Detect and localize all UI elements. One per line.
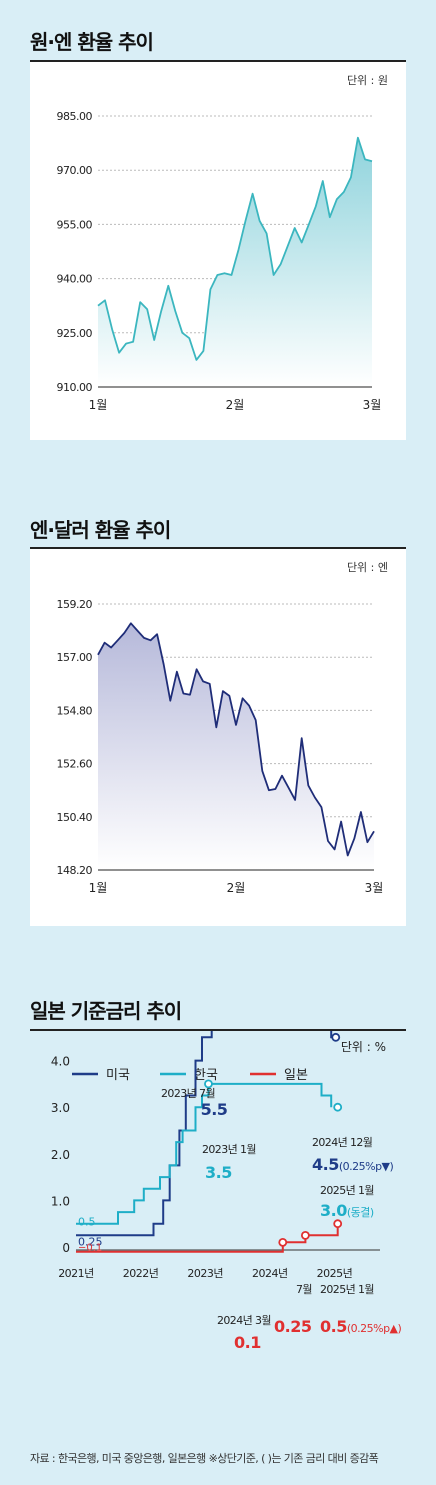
y-tick-label: 910.00 xyxy=(57,381,93,394)
y-tick-label: 150.40 xyxy=(57,811,93,824)
y-tick-label: 0 xyxy=(62,1241,70,1255)
series-line xyxy=(97,622,375,857)
y-tick-label: 148.20 xyxy=(57,864,93,877)
y-tick-label: 4.0 xyxy=(51,1055,70,1069)
y-tick-label: 925.00 xyxy=(57,327,93,340)
yen-dollar-chart: 단위 : 엔 148.20 150.40 152.60 154.80 157.00 159.… xyxy=(57,561,389,895)
legend-label: 일본 xyxy=(284,1068,308,1083)
x-tick-label: 2025년 xyxy=(317,1267,353,1280)
x-tick-label: 2021년 xyxy=(58,1267,94,1280)
yen-dollar-title: 엔·달러 환율 추이 xyxy=(30,518,171,542)
y-tick-label: 940.00 xyxy=(57,273,93,286)
annotation-japan-hike2-value: 0.25 xyxy=(274,1317,312,1336)
start-label-korea: 0.5 xyxy=(78,1216,96,1229)
x-tick-label: 2022년 xyxy=(123,1267,159,1280)
x-tick-label: 3월 xyxy=(365,881,384,895)
x-tick-label: 1월 xyxy=(89,398,108,412)
marker-korea-latest xyxy=(333,1102,343,1112)
won-yen-panel: 단위 : 원 910.00 925.00 940.00 955.00 970.00 985.… xyxy=(30,62,406,440)
y-tick-label: 3.0 xyxy=(51,1101,70,1115)
x-tick-label: 3월 xyxy=(363,398,382,412)
annotation-us-latest-note: (0.25%p▼) xyxy=(339,1160,394,1173)
y-tick-label: 157.00 xyxy=(57,651,93,664)
y-tick-label: 985.00 xyxy=(57,110,93,123)
marker-japan-hike2 xyxy=(300,1230,310,1240)
area-fill xyxy=(98,623,374,870)
legend-label: 한국 xyxy=(194,1068,218,1083)
legend-label: 미국 xyxy=(106,1068,130,1083)
y-tick-label: 1.0 xyxy=(51,1194,70,1208)
unit-label: 단위 : 엔 xyxy=(347,561,388,574)
start-label-us: 0.25 xyxy=(78,1235,103,1248)
rates-chart: 단위 : %미국한국일본01.02.03.04.05.02021년2022년20… xyxy=(51,986,402,1352)
x-tick-label: 2월 xyxy=(227,881,246,895)
won-yen-rule xyxy=(30,60,406,62)
x-tick-label: 2월 xyxy=(226,398,245,412)
series-line-0 xyxy=(76,989,336,1237)
annotation-us-latest-value: 4.5(0.25%p▼) xyxy=(312,1155,394,1174)
rates-title: 일본 기준금리 추이 xyxy=(30,999,182,1023)
yen-dollar-panel: 단위 : 엔 148.20 150.40 152.60 154.80 157.00 159.… xyxy=(30,549,406,926)
unit-label: 단위 : % xyxy=(341,1040,386,1054)
series-line xyxy=(97,136,373,361)
annotation-korea-latest-date: 2025년 1월 xyxy=(320,1184,374,1197)
x-tick-label: 2023년 xyxy=(187,1267,223,1280)
y-tick-label: 2.0 xyxy=(51,1148,70,1162)
annotation-us-peak-value: 5.5 xyxy=(201,1100,228,1119)
start-label-japan: −0.1 xyxy=(78,1243,102,1254)
y-tick-label: 154.80 xyxy=(57,704,93,717)
annotation-korea-peak-value: 3.5 xyxy=(205,1163,232,1182)
annotation-us-peak-date: 2023년 7월 xyxy=(161,1087,215,1100)
yen-dollar-rule xyxy=(30,547,406,549)
y-tick-label: 955.00 xyxy=(57,218,93,231)
won-yen-chart: 단위 : 원 910.00 925.00 940.00 955.00 970.00 985.… xyxy=(57,74,389,412)
rates-rule xyxy=(30,1029,406,1031)
annotation-japan-latest-date: 2025년 1월 xyxy=(320,1283,374,1296)
annotation-japan-hike2-date: 7월 xyxy=(296,1283,312,1296)
y-tick-label: 970.00 xyxy=(57,164,93,177)
x-tick-label: 1월 xyxy=(89,881,108,895)
annotation-korea-latest-value: 3.0(동결) xyxy=(320,1201,374,1220)
annotation-us-latest-date: 2024년 12월 xyxy=(312,1136,373,1149)
source-note: 자료 : 한국은행, 미국 중앙은행, 일본은행 ※상단기준, ( )는 기존 … xyxy=(30,1452,379,1465)
marker-japan-hike1 xyxy=(278,1237,288,1247)
annotation-japan-hike1-value: 0.1 xyxy=(234,1333,261,1352)
x-tick-label: 2024년 xyxy=(252,1267,288,1280)
annotation-japan-latest-value: 0.5(0.25%p▲) xyxy=(320,1317,402,1336)
marker-korea-peak xyxy=(204,1079,213,1089)
marker-japan-latest xyxy=(333,1219,343,1229)
annotation-japan-hike1-date: 2024년 3월 xyxy=(217,1314,271,1327)
annotation-korea-latest-note: (동결) xyxy=(347,1206,374,1219)
won-yen-title: 원·엔 환율 추이 xyxy=(30,30,154,54)
unit-label: 단위 : 원 xyxy=(347,74,388,87)
annotation-japan-latest-note: (0.25%p▲) xyxy=(347,1322,402,1335)
y-tick-label: 159.20 xyxy=(57,598,93,611)
y-tick-label: 152.60 xyxy=(57,758,93,771)
marker-us-latest xyxy=(331,1032,341,1042)
annotation-korea-peak-date: 2023년 1월 xyxy=(202,1143,256,1156)
series-line-2 xyxy=(76,1223,339,1253)
rates-panel: 단위 : %미국한국일본01.02.03.04.05.02021년2022년20… xyxy=(30,986,406,1436)
